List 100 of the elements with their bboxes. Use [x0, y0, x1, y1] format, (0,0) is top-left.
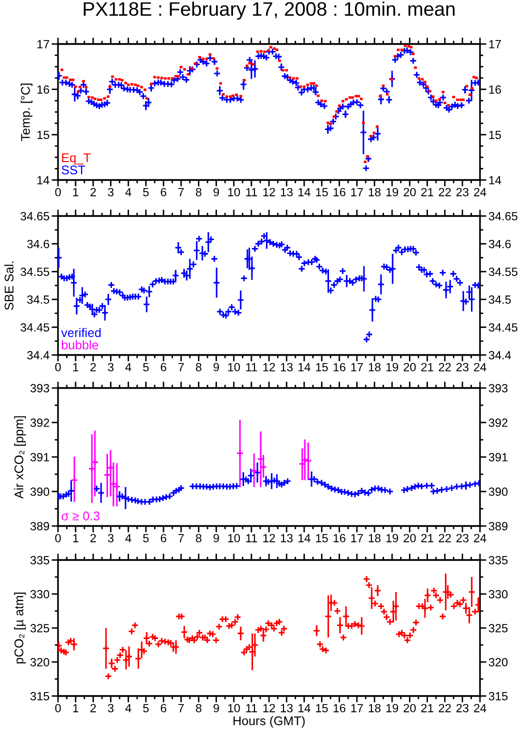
x-axis-title: Hours (GMT) — [234, 716, 305, 728]
x-tick-label: 18 — [368, 362, 381, 372]
x-tick-label: 19 — [386, 188, 398, 196]
x-tick-label: 22 — [438, 362, 451, 372]
x-tick-label: 15 — [316, 704, 328, 712]
x-tick-label: 0 — [55, 362, 61, 372]
x-tick-label: 20 — [404, 534, 416, 542]
y2-tick-label: 389 — [488, 522, 508, 530]
x-tick-label: 13 — [280, 704, 293, 712]
x-tick-label: 24 — [474, 188, 486, 196]
x-tick-label: 1 — [73, 704, 78, 712]
y2-tick-label: 34.45 — [488, 323, 518, 332]
y2-tick-label: 14 — [489, 176, 502, 184]
x-tick-label: 23 — [456, 704, 468, 712]
y2-tick-label: 34.4 — [488, 351, 511, 360]
x-tick-label: 0 — [55, 534, 61, 542]
y2-tick-label: 335 — [488, 556, 508, 564]
y2-tick-label: 330 — [488, 590, 508, 598]
x-tick-label: 14 — [298, 534, 310, 542]
x-tick-label: 6 — [160, 534, 166, 542]
x-tick-label: 9 — [214, 362, 219, 372]
x-tick-label: 7 — [178, 363, 184, 372]
x-tick-label: 17 — [351, 363, 363, 372]
x-tick-label: 14 — [298, 188, 310, 196]
x-tick-label: 16 — [334, 534, 346, 542]
y2-tick-label: 17 — [489, 40, 501, 48]
y-axis-title: pCO₂ [µ atm] — [14, 592, 26, 664]
y-tick-label: 389 — [30, 522, 50, 530]
y-tick-label: 34.45 — [20, 323, 50, 332]
x-tick-label: 13 — [280, 188, 293, 196]
y2-tick-label: 393 — [488, 384, 508, 392]
x-tick-label: 19 — [386, 534, 398, 542]
x-tick-label: 14 — [298, 704, 310, 712]
x-tick-label: 10 — [228, 534, 240, 542]
y-tick-label: 15 — [37, 130, 50, 140]
x-tick-label: 4 — [125, 188, 132, 196]
y-tick-label: 392 — [30, 418, 50, 427]
x-tick-label: 8 — [196, 534, 202, 542]
y2-tick-label: 315 — [488, 692, 508, 700]
chart-title: PX118E : February 17, 2008 : 10min. mean — [84, 2, 455, 20]
x-tick-label: 18 — [368, 188, 381, 196]
x-tick-label: 9 — [214, 188, 219, 196]
x-tick-label: 20 — [404, 188, 416, 196]
y-tick-label: 315 — [30, 692, 50, 700]
y-tick-label: 34.6 — [27, 240, 50, 248]
y-axis-title: Air xCO₂ [ppm] — [14, 416, 26, 499]
x-tick-label: 21 — [421, 534, 434, 542]
x-tick-label: 11 — [246, 363, 257, 372]
x-tick-label: 12 — [263, 188, 275, 196]
x-tick-label: 22 — [438, 534, 451, 542]
y-tick-label: 391 — [30, 453, 50, 462]
x-tick-label: 7 — [178, 704, 184, 712]
x-tick-label: 4 — [125, 534, 132, 542]
y-tick-label: 34.4 — [27, 351, 50, 360]
text: Eq_T — [62, 153, 91, 165]
y-tick-label: 393 — [30, 384, 50, 392]
y-tick-label: 325 — [30, 624, 50, 632]
x-tick-label: 10 — [228, 362, 240, 372]
x-tick-label: 9 — [214, 534, 219, 542]
x-tick-label: 2 — [90, 362, 96, 372]
x-tick-label: 11 — [246, 534, 257, 542]
x-tick-label: 16 — [334, 704, 346, 712]
y2-tick-label: 34.5 — [488, 295, 511, 304]
x-tick-label: 19 — [386, 362, 398, 372]
text: SST — [62, 166, 86, 174]
x-tick-label: 7 — [178, 534, 184, 542]
y2-tick-label: 16 — [489, 85, 501, 94]
x-tick-label: 24 — [474, 362, 486, 372]
x-tick-label: 1 — [73, 363, 78, 372]
x-tick-label: 1 — [73, 188, 78, 196]
x-tick-label: 24 — [474, 534, 486, 542]
x-tick-label: 11 — [246, 704, 257, 712]
y2-tick-label: 34.65 — [488, 212, 518, 220]
x-tick-label: 11 — [246, 188, 257, 196]
x-tick-label: 21 — [421, 362, 434, 372]
y-tick-label: 390 — [30, 488, 50, 496]
x-tick-label: 6 — [160, 362, 166, 372]
x-tick-label: 18 — [368, 534, 381, 542]
x-tick-label: 1 — [73, 534, 78, 542]
x-tick-label: 3 — [108, 704, 114, 712]
y2-tick-label: 325 — [488, 624, 508, 632]
x-tick-label: 0 — [55, 188, 61, 196]
x-tick-label: 10 — [228, 188, 240, 196]
y-tick-label: 34.65 — [20, 212, 50, 220]
y2-tick-label: 392 — [488, 418, 508, 427]
y-tick-label: 320 — [30, 658, 50, 666]
x-tick-label: 4 — [125, 363, 132, 372]
y2-tick-label: 320 — [488, 658, 508, 666]
x-tick-label: 23 — [456, 362, 468, 372]
x-tick-label: 5 — [143, 704, 149, 712]
x-tick-label: 2 — [90, 704, 96, 712]
x-tick-label: 22 — [438, 188, 451, 196]
x-tick-label: 15 — [316, 534, 328, 542]
series-label: verified — [61, 328, 101, 338]
x-tick-label: 24 — [474, 704, 486, 712]
x-tick-label: 17 — [351, 534, 363, 542]
x-tick-label: 6 — [160, 188, 166, 196]
x-tick-label: 6 — [160, 704, 166, 712]
x-tick-label: 16 — [334, 188, 346, 196]
y-tick-label: 330 — [30, 590, 50, 598]
